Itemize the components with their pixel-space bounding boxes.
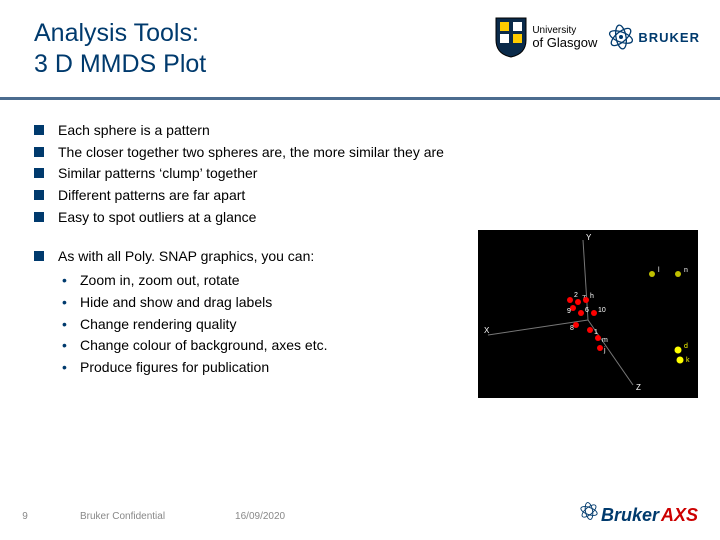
svg-text:Z: Z xyxy=(636,383,641,392)
svg-text:Y: Y xyxy=(586,233,592,242)
glasgow-line-2: of Glasgow xyxy=(532,36,597,49)
bullet-item: The closer together two spheres are, the… xyxy=(34,142,684,164)
slide-title: Analysis Tools: 3 D MMDS Plot xyxy=(34,18,414,81)
footer-date: 16/09/2020 xyxy=(235,511,285,522)
slide: Analysis Tools: 3 D MMDS Plot University… xyxy=(0,0,720,540)
bruker-swirl-icon xyxy=(607,23,635,51)
glasgow-logo: University of Glasgow xyxy=(494,16,597,58)
svg-text:8: 8 xyxy=(570,325,574,332)
bullet-item: Each sphere is a pattern xyxy=(34,120,684,142)
title-line-2: 3 D MMDS Plot xyxy=(34,50,206,78)
bullet-item: Different patterns are far apart xyxy=(34,185,684,207)
bruker-logo: BRUKER xyxy=(607,23,700,51)
svg-text:h: h xyxy=(590,293,594,300)
bullet-list-1: Each sphere is a pattern The closer toge… xyxy=(34,120,684,228)
svg-text:d: d xyxy=(684,343,688,350)
header-divider xyxy=(0,97,720,100)
mmds-3d-plot: XYZ297h61081mjlndk xyxy=(478,230,698,398)
bullet-item: Similar patterns ‘clump’ together xyxy=(34,163,684,185)
svg-text:10: 10 xyxy=(598,307,606,314)
bullet-item: Easy to spot outliers at a glance xyxy=(34,207,684,229)
title-line-1: Analysis Tools: xyxy=(34,19,199,47)
svg-text:j: j xyxy=(603,347,606,354)
header-logos: University of Glasgow BRUKER xyxy=(494,16,700,58)
plot-svg: XYZ297h61081mjlndk xyxy=(478,230,698,398)
glasgow-line-1: University xyxy=(532,26,597,36)
shield-icon xyxy=(494,16,528,58)
page-number: 9 xyxy=(0,511,50,522)
footer-logo-bruker: Bruker xyxy=(601,505,659,526)
confidential-label: Bruker Confidential xyxy=(80,511,165,522)
bruker-wordmark: BRUKER xyxy=(638,30,700,45)
svg-text:6: 6 xyxy=(585,307,589,314)
title-area: Analysis Tools: 3 D MMDS Plot xyxy=(34,18,414,81)
svg-text:l: l xyxy=(658,267,660,274)
svg-text:1: 1 xyxy=(594,329,598,336)
svg-text:n: n xyxy=(684,267,688,274)
svg-text:k: k xyxy=(686,357,690,364)
footer-logo: BrukerAXS xyxy=(579,501,698,526)
footer-logo-axs: AXS xyxy=(661,505,698,526)
svg-text:X: X xyxy=(484,326,490,335)
glasgow-text: University of Glasgow xyxy=(532,26,597,49)
svg-text:9: 9 xyxy=(567,308,571,315)
svg-text:2: 2 xyxy=(574,292,578,299)
bruker-swirl-icon xyxy=(579,501,599,521)
svg-text:m: m xyxy=(602,337,608,344)
